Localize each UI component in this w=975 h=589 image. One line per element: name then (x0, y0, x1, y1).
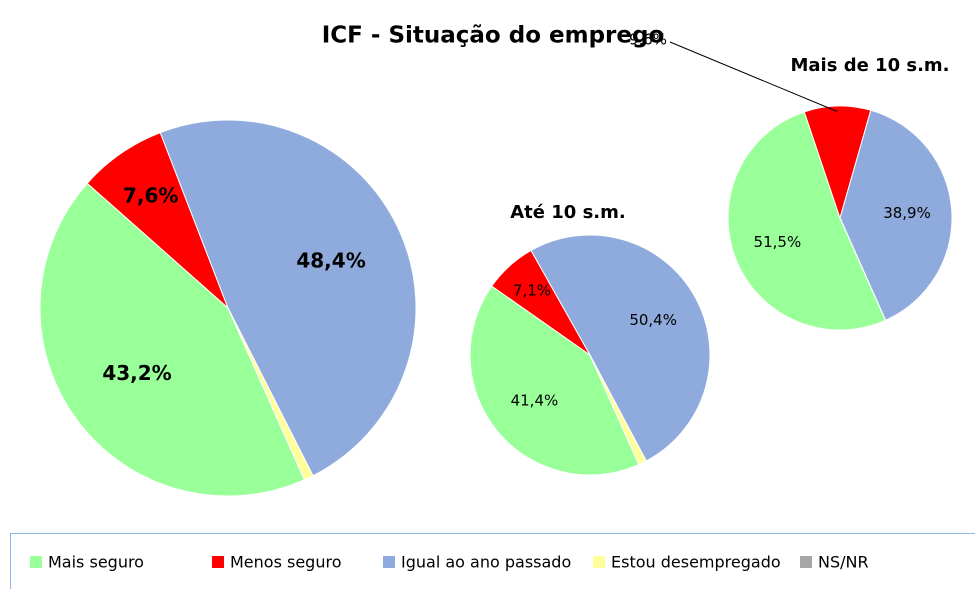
pie-slice (227, 307, 314, 481)
pie-title: Até 10 s.m. (510, 202, 625, 223)
data-label: 51,5% (754, 233, 802, 251)
pie-slice (839, 109, 953, 321)
legend-label: Mais seguro (48, 553, 144, 572)
legend-label: NS/NR (818, 553, 869, 572)
legend-swatch (383, 556, 395, 568)
pie-slice (469, 285, 640, 476)
data-label: 43,2% (102, 361, 171, 385)
pie-title: Mais de 10 s.m. (790, 55, 949, 76)
legend-swatch (212, 556, 224, 568)
legend-label: Igual ao ano passado (401, 553, 571, 572)
data-label: 41,4% (511, 391, 559, 409)
pie-slice (589, 354, 640, 465)
pie-slice (530, 234, 711, 462)
pie-slice (39, 182, 306, 497)
data-label: 48,4% (296, 249, 365, 273)
legend-label: Menos seguro (230, 553, 342, 572)
legend-swatch (800, 556, 812, 568)
legend-swatch (593, 556, 605, 568)
pie-slice (159, 119, 417, 477)
data-label: 50,4% (629, 311, 677, 329)
data-label: 7,1% (513, 281, 551, 299)
chart-title: ICF - Situação do emprego (322, 23, 665, 49)
legend-label: Estou desempregado (611, 553, 781, 572)
data-label: 7,6% (123, 183, 178, 207)
data-label: 9,6% (629, 31, 667, 49)
pie-slice (727, 111, 887, 331)
legend-swatch (30, 556, 42, 568)
legend-box (10, 533, 975, 589)
leader-line (669, 41, 838, 113)
data-label: 38,9% (883, 204, 931, 222)
